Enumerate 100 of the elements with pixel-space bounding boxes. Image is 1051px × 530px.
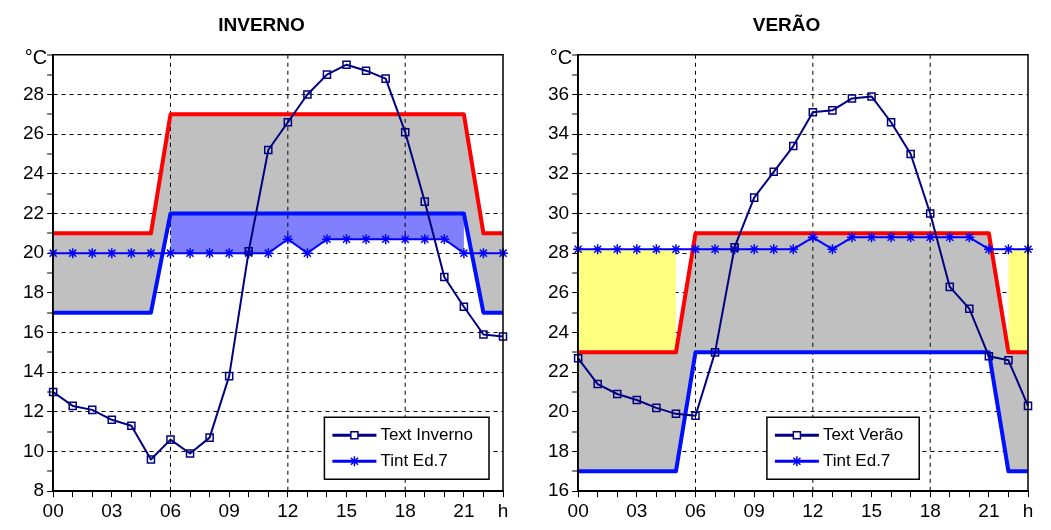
point	[205, 433, 214, 442]
point	[847, 94, 857, 103]
point	[965, 304, 974, 313]
point	[321, 233, 333, 246]
point	[769, 167, 779, 177]
point	[631, 243, 643, 255]
point	[360, 233, 372, 246]
x-tick-label: 21	[978, 499, 1000, 521]
point	[709, 243, 721, 255]
y-tick-label: 24	[22, 162, 45, 184]
point	[125, 247, 138, 259]
x-tick-label: 18	[919, 499, 941, 521]
y-tick-label: 32	[547, 162, 570, 184]
x-tick-label: 12	[802, 499, 824, 521]
point	[572, 243, 584, 255]
point	[146, 455, 156, 464]
point	[632, 395, 642, 405]
point	[984, 352, 994, 361]
point	[789, 141, 798, 151]
point	[807, 231, 819, 244]
y-tick-label: 26	[547, 281, 570, 303]
point	[691, 411, 700, 421]
chart-title: INVERNO	[218, 13, 305, 35]
point	[828, 106, 837, 115]
y-tick-label: 24	[547, 320, 570, 342]
point	[127, 421, 136, 431]
point	[419, 233, 431, 246]
x-tick-label: 03	[626, 499, 648, 521]
point	[420, 197, 430, 206]
point	[459, 302, 469, 312]
legend-label: Text Inverno	[380, 424, 474, 444]
point	[710, 348, 720, 357]
legend-label: Tint Ed.7	[380, 450, 448, 470]
y-tick-label: 30	[547, 201, 570, 223]
point	[223, 247, 235, 259]
point	[185, 449, 195, 458]
x-tick-label: 06	[159, 499, 182, 521]
point	[301, 247, 314, 259]
point	[184, 247, 196, 259]
point	[48, 387, 58, 397]
point	[944, 231, 956, 244]
point	[963, 231, 976, 244]
point	[342, 60, 351, 69]
y-tick-label: 10	[22, 439, 45, 461]
point	[399, 233, 411, 246]
point	[106, 247, 118, 259]
y-tick-label: 20	[547, 400, 570, 422]
x-tick-label: 06	[684, 499, 707, 521]
point	[361, 66, 371, 75]
point	[497, 247, 509, 259]
chart-title: VERÃO	[752, 13, 821, 35]
y-tick-label: 28	[22, 82, 45, 104]
point	[479, 330, 488, 339]
y-tick-label: 28	[547, 241, 570, 263]
point	[749, 193, 759, 202]
x-tick-label: 09	[743, 499, 765, 521]
point	[865, 231, 878, 244]
point	[1023, 401, 1033, 411]
point	[767, 243, 780, 255]
y-axis-title: °C	[549, 46, 573, 69]
point	[440, 272, 449, 282]
y-tick-label: 14	[22, 360, 45, 382]
point	[47, 247, 59, 259]
point	[652, 403, 661, 413]
point	[282, 233, 294, 246]
point	[203, 247, 216, 259]
y-tick-label: 34	[547, 122, 570, 144]
x-tick-label: h	[497, 499, 509, 521]
x-tick-label: 21	[453, 499, 475, 521]
point	[925, 209, 935, 218]
legend-label: Tint Ed.7	[822, 450, 891, 470]
point	[87, 405, 97, 415]
point	[924, 231, 936, 244]
point	[477, 247, 490, 259]
point	[379, 233, 392, 246]
y-tick-label: 36	[547, 82, 570, 104]
point	[904, 231, 917, 244]
point	[671, 409, 681, 419]
x-tick-label: 12	[277, 499, 299, 521]
point	[593, 379, 602, 389]
point	[1004, 355, 1013, 365]
point	[303, 90, 312, 99]
x-tick-label: 18	[394, 499, 416, 521]
point	[650, 243, 663, 255]
point	[787, 243, 800, 255]
point	[400, 127, 410, 137]
y-tick-label: 22	[547, 360, 570, 382]
point	[340, 233, 353, 246]
point	[68, 401, 77, 411]
point	[458, 247, 470, 259]
point	[498, 332, 508, 341]
y-tick-label: 8	[33, 479, 45, 501]
point	[66, 247, 79, 259]
point	[611, 243, 623, 255]
x-tick-label: h	[1022, 499, 1034, 521]
point	[983, 243, 995, 255]
x-tick-label: 09	[218, 499, 240, 521]
y-tick-label: 18	[547, 439, 570, 461]
point	[886, 117, 896, 127]
point	[945, 282, 955, 292]
